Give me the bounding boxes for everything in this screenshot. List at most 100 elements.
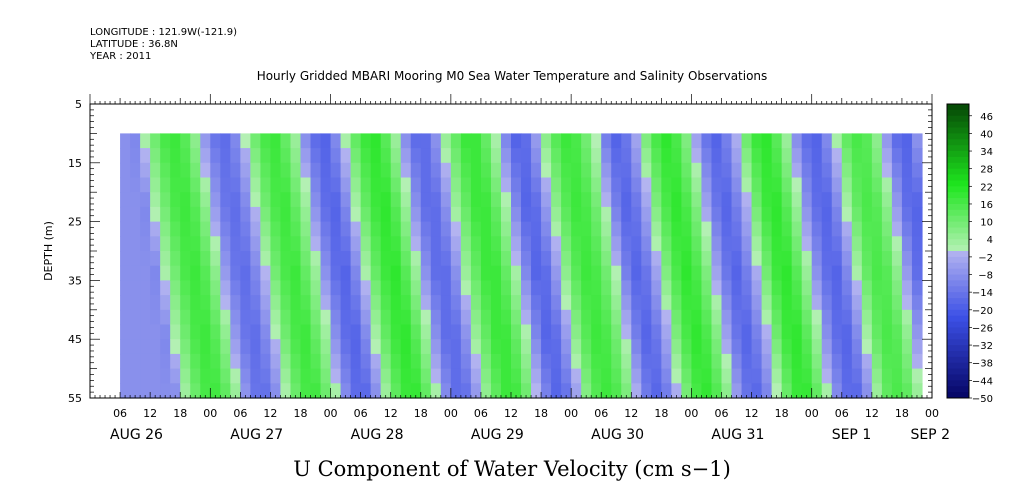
heatmap-cell	[450, 177, 462, 193]
heatmap-cell	[911, 280, 923, 296]
heatmap-cell	[681, 236, 693, 252]
heatmap-cell	[270, 177, 282, 193]
heatmap-cell	[591, 309, 602, 326]
heatmap-cell	[320, 177, 332, 193]
heatmap-cell	[721, 221, 733, 237]
heatmap-cell	[861, 265, 873, 281]
heatmap-cell	[370, 133, 382, 149]
heatmap-cell	[140, 368, 151, 384]
heatmap-cell	[781, 324, 793, 340]
heatmap-cell	[390, 162, 402, 179]
heatmap-cell	[500, 162, 512, 179]
heatmap-cell	[641, 368, 652, 384]
heatmap-cell	[440, 221, 452, 237]
heatmap-cell	[871, 295, 883, 311]
heatmap-cell	[561, 324, 572, 340]
colorbar-segment	[947, 327, 969, 334]
heatmap-cell	[821, 133, 833, 149]
heatmap-cell	[330, 177, 342, 193]
hour-tick-label: 18	[294, 407, 308, 420]
heatmap-cell	[571, 368, 582, 384]
heatmap-cell	[380, 265, 392, 281]
heatmap-cell	[891, 192, 903, 208]
heatmap-cell	[741, 368, 753, 384]
heatmap-cell	[190, 177, 201, 193]
heatmap-cell	[450, 192, 462, 208]
heatmap-cell	[701, 324, 713, 340]
heatmap-cell	[621, 192, 632, 208]
day-label: SEP 1	[832, 427, 872, 443]
heatmap-cell	[270, 251, 282, 267]
heatmap-cell	[901, 353, 913, 370]
heatmap-cell	[460, 251, 472, 267]
heatmap-cell	[741, 265, 753, 281]
hour-tick-label: 12	[745, 407, 759, 420]
heatmap-cell	[500, 148, 512, 164]
heatmap-cell	[420, 353, 432, 370]
heatmap-cell	[511, 265, 522, 281]
heatmap-cell	[220, 368, 231, 384]
heatmap-cell	[480, 353, 492, 370]
heatmap-cell	[190, 192, 201, 208]
heatmap-cell	[871, 324, 883, 340]
heatmap-cell	[671, 339, 682, 355]
heatmap-cell	[681, 192, 693, 208]
heatmap-cell	[460, 177, 472, 193]
heatmap-cell	[170, 206, 181, 223]
heatmap-cell	[330, 295, 342, 311]
heatmap-cell	[811, 324, 823, 340]
heatmap-cell	[170, 251, 181, 267]
heatmap-cell	[521, 368, 532, 384]
heatmap-cell	[320, 368, 332, 384]
heatmap-cell	[430, 133, 442, 149]
heatmap-cell	[591, 221, 602, 237]
heatmap-cell	[360, 148, 372, 164]
heatmap-cell	[691, 221, 703, 237]
heatmap-cell	[671, 324, 682, 340]
heatmap-cell	[641, 206, 652, 223]
heatmap-cell	[551, 353, 562, 370]
heatmap-cell	[771, 265, 783, 281]
heatmap-cell	[791, 206, 803, 223]
heatmap-cell	[721, 148, 733, 164]
heatmap-cell	[200, 177, 211, 193]
heatmap-cell	[260, 192, 272, 208]
heatmap-cell	[681, 383, 693, 399]
heatmap-cell	[290, 192, 302, 208]
heatmap-cell	[631, 383, 642, 399]
heatmap-cell	[551, 339, 562, 355]
heatmap-cell	[190, 368, 201, 384]
heatmap-cell	[671, 221, 682, 237]
heatmap-cell	[460, 265, 472, 281]
heatmap-cell	[190, 383, 201, 399]
heatmap-cell	[330, 309, 342, 326]
heatmap-cell	[581, 192, 592, 208]
heatmap-cell	[871, 177, 883, 193]
heatmap-cell	[420, 162, 432, 179]
x-axis-label: U Component of Water Velocity (cm s−1)	[293, 457, 731, 481]
heatmap-cell	[450, 324, 462, 340]
heatmap-cell	[641, 280, 652, 296]
heatmap-cell	[440, 280, 452, 296]
heatmap-cell	[300, 383, 312, 399]
heatmap-cell	[210, 177, 221, 193]
heatmap-cell	[340, 295, 352, 311]
heatmap-cell	[460, 221, 472, 237]
heatmap-cell	[781, 206, 793, 223]
heatmap-cell	[340, 221, 352, 237]
heatmap-cell	[831, 206, 843, 223]
heatmap-cell	[420, 206, 432, 223]
heatmap-cell	[280, 368, 292, 384]
heatmap-cell	[440, 236, 452, 252]
heatmap-cell	[310, 324, 322, 340]
heatmap-cell	[260, 309, 272, 326]
heatmap-cell	[761, 295, 773, 311]
hour-tick-label: 18	[414, 407, 428, 420]
heatmap-cell	[611, 265, 622, 281]
heatmap-cell	[871, 221, 883, 237]
heatmap-cell	[571, 133, 582, 149]
heatmap-cell	[781, 265, 793, 281]
heatmap-cell	[490, 206, 502, 223]
colorbar-label: 22	[980, 182, 993, 193]
